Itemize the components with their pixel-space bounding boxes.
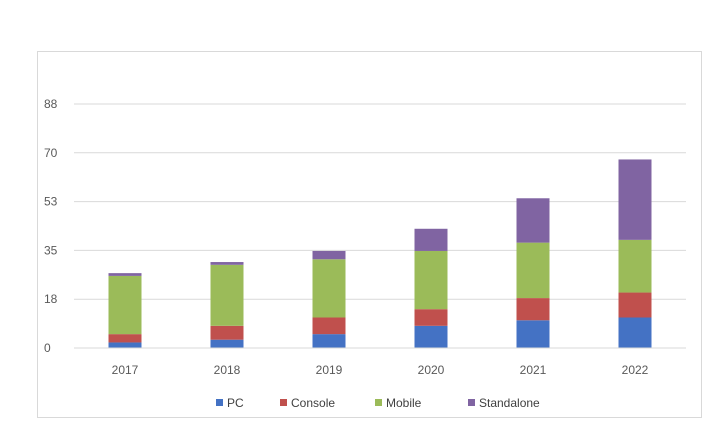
bar-pc-2017 bbox=[108, 342, 142, 348]
x-axis-tick-labels: 2017 2018 2019 2020 2021 2022 bbox=[112, 363, 649, 377]
stacked-bar-chart: 0 18 35 53 70 88 2017 2018 2019 2020 2021 2022 PC C… bbox=[44, 97, 686, 410]
bar-console-2021 bbox=[516, 298, 550, 321]
bar-console-2018 bbox=[210, 325, 244, 340]
x-tick-label: 2019 bbox=[316, 363, 343, 377]
y-tick-label: 0 bbox=[44, 341, 51, 355]
x-tick-label: 2021 bbox=[520, 363, 547, 377]
x-tick-label: 2020 bbox=[418, 363, 445, 377]
bar-pc-2018 bbox=[210, 339, 244, 348]
bar-mobile-2022 bbox=[618, 239, 652, 293]
x-tick-label: 2017 bbox=[112, 363, 139, 377]
bar-standalone-2021 bbox=[516, 198, 550, 243]
chart-area: 0 18 35 53 70 88 2017 2018 2019 2020 2021 2022 PC C… bbox=[37, 51, 702, 418]
bar-pc-2020 bbox=[414, 325, 448, 348]
y-tick-label: 18 bbox=[44, 292, 58, 306]
bar-console-2019 bbox=[312, 317, 346, 335]
bar-console-2017 bbox=[108, 334, 142, 343]
bars bbox=[108, 159, 652, 348]
legend-swatch-standalone bbox=[468, 399, 475, 406]
y-tick-label: 35 bbox=[44, 243, 58, 257]
legend-swatch-console bbox=[280, 399, 287, 406]
y-tick-label: 70 bbox=[44, 146, 58, 160]
bar-standalone-2017 bbox=[108, 273, 142, 276]
bar-standalone-2020 bbox=[414, 228, 448, 251]
bar-mobile-2018 bbox=[210, 264, 244, 326]
legend-label-mobile: Mobile bbox=[386, 396, 422, 410]
y-axis-tick-labels: 0 18 35 53 70 88 bbox=[44, 97, 58, 355]
legend-label-pc: PC bbox=[227, 396, 244, 410]
bar-pc-2021 bbox=[516, 320, 550, 348]
bar-pc-2022 bbox=[618, 317, 652, 348]
bar-mobile-2021 bbox=[516, 242, 550, 299]
gridlines bbox=[74, 103, 686, 300]
legend-label-console: Console bbox=[291, 396, 335, 410]
legend-swatch-mobile bbox=[375, 399, 382, 406]
legend: PC Console Mobile Standalone bbox=[216, 396, 540, 410]
bar-mobile-2020 bbox=[414, 250, 448, 310]
bar-console-2022 bbox=[618, 292, 652, 318]
legend-swatch-pc bbox=[216, 399, 223, 406]
y-tick-label: 88 bbox=[44, 97, 58, 111]
bar-standalone-2022 bbox=[618, 159, 652, 240]
legend-label-standalone: Standalone bbox=[479, 396, 540, 410]
bar-standalone-2019 bbox=[312, 250, 346, 260]
bar-mobile-2019 bbox=[312, 259, 346, 318]
y-tick-label: 53 bbox=[44, 195, 58, 209]
bar-mobile-2017 bbox=[108, 275, 142, 335]
bar-standalone-2018 bbox=[210, 262, 244, 265]
bar-pc-2019 bbox=[312, 334, 346, 348]
bar-console-2020 bbox=[414, 309, 448, 326]
x-tick-label: 2022 bbox=[622, 363, 649, 377]
x-tick-label: 2018 bbox=[214, 363, 241, 377]
